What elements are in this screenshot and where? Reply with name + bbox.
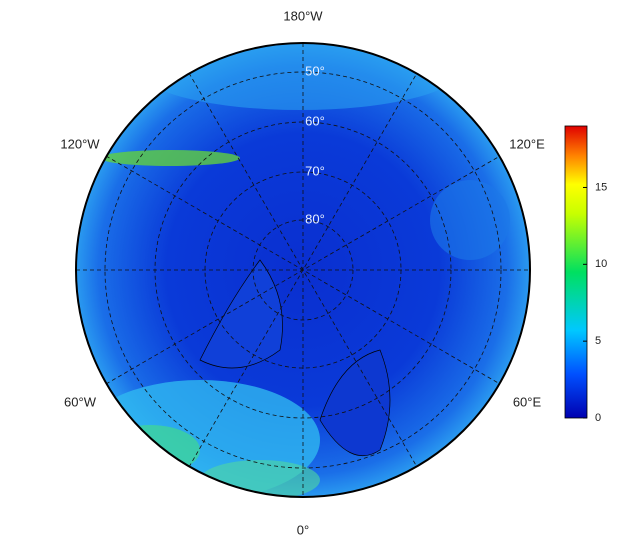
longitude-label: 120°E bbox=[509, 136, 545, 151]
longitude-label: 60°W bbox=[64, 394, 97, 409]
longitude-label: 60°E bbox=[513, 394, 542, 409]
data-field bbox=[76, 43, 530, 497]
longitude-label: 180°W bbox=[283, 8, 323, 23]
colorbar-tick-label: 10 bbox=[595, 258, 607, 270]
map-border bbox=[75, 42, 531, 498]
colorbar-tick-label: 15 bbox=[595, 181, 607, 193]
latitude-label: 60° bbox=[305, 113, 325, 128]
latitude-label: 70° bbox=[305, 163, 325, 178]
colorbar-tick-label: 0 bbox=[595, 412, 601, 424]
longitude-label: 0° bbox=[297, 522, 309, 537]
longitude-label: 120°W bbox=[60, 136, 100, 151]
latitude-label: 50° bbox=[305, 63, 325, 78]
colorbar bbox=[564, 125, 588, 419]
colorbar-tick-label: 5 bbox=[595, 335, 601, 347]
latitude-label: 80° bbox=[305, 211, 325, 226]
